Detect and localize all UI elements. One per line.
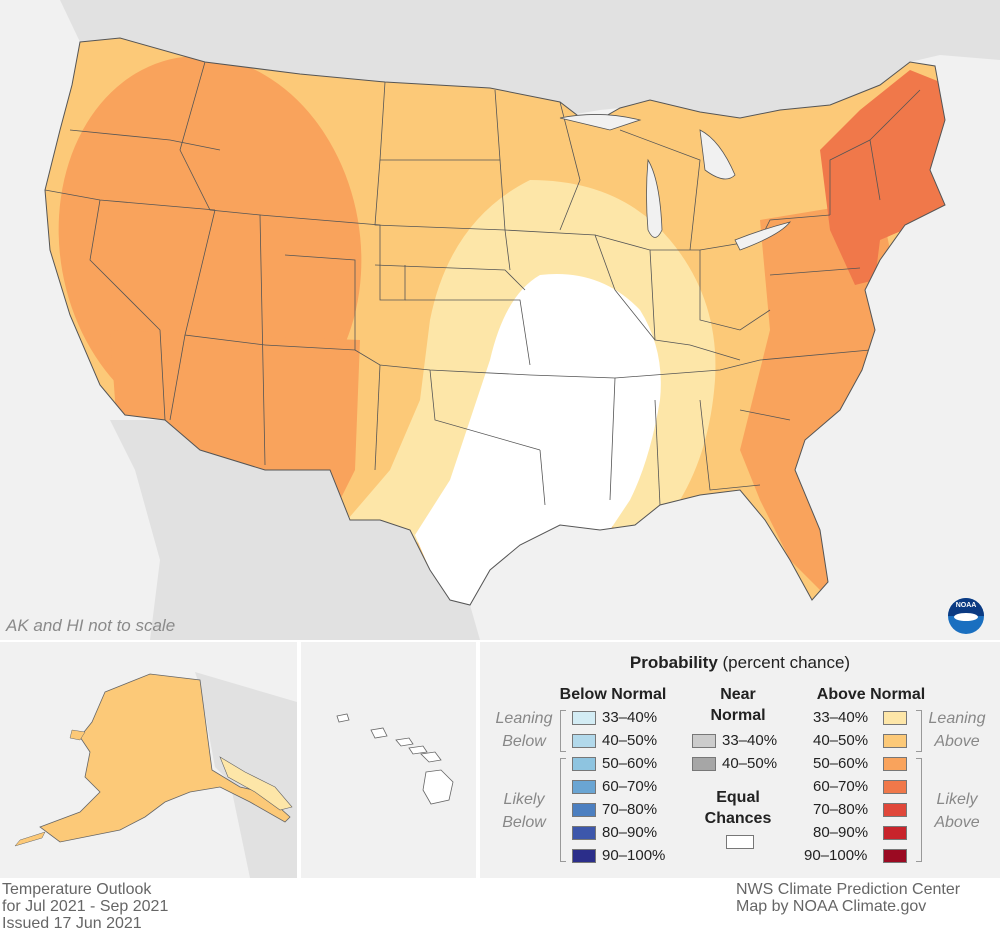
swatch-below-90-100	[572, 849, 596, 863]
label-below-60-70: 60–70%	[602, 778, 658, 795]
label-below-40-50: 40–50%	[602, 732, 658, 749]
label-below-50-60: 50–60%	[602, 755, 658, 772]
label-above-60-70: 60–70%	[813, 778, 869, 795]
region-equal-chances	[415, 274, 661, 605]
label-above-33-40: 33–40%	[813, 709, 869, 726]
credit-cpc: NWS Climate Prediction Center	[736, 881, 961, 898]
label-below-80-90: 80–90%	[602, 824, 658, 841]
label-near-33-40: 33–40%	[722, 732, 778, 749]
swatch-above-33-40	[883, 711, 907, 725]
equal-chances-header: Equal Chances	[704, 789, 772, 827]
leaning-above-label: Leaning Above	[928, 710, 986, 750]
label-above-40-50: 40–50%	[813, 732, 869, 749]
region-northeast-60-70	[820, 70, 945, 285]
swatch-above-40-50	[883, 734, 907, 748]
label-below-33-40: 33–40%	[602, 709, 658, 726]
swatch-near-40-50	[692, 757, 716, 771]
near-normal-header: Near Normal	[710, 686, 766, 724]
swatch-below-33-40	[572, 711, 596, 725]
outlook-title: Temperature Outlook	[2, 881, 152, 898]
swatch-equal-chances	[726, 835, 754, 849]
alaska-map-svg	[0, 642, 297, 878]
legend-title: Probability (percent chance)	[629, 653, 851, 672]
issue-date: Issued 17 Jun 2021	[2, 915, 142, 932]
swatch-near-33-40	[692, 734, 716, 748]
neighbor-land	[60, 0, 1000, 640]
leaning-above-bracket	[916, 710, 922, 752]
swatch-above-70-80	[883, 803, 907, 817]
noaa-logo: NOAA	[948, 598, 984, 634]
label-above-50-60: 50–60%	[813, 755, 869, 772]
hawaii-map-svg	[301, 642, 476, 878]
likely-above-bracket	[916, 758, 922, 862]
swatch-above-50-60	[883, 757, 907, 771]
label-near-40-50: 40–50%	[722, 755, 778, 772]
alaska-inset	[0, 642, 297, 878]
swatch-below-60-70	[572, 780, 596, 794]
great-lakes	[559, 114, 792, 251]
hawaii-islands	[336, 713, 454, 805]
likely-above-label: Likely Above	[934, 791, 980, 831]
label-below-90-100: 90–100%	[602, 847, 666, 864]
conus-map-svg	[44, 0, 1000, 640]
region-east-50-60	[740, 200, 900, 600]
footer-right: NWS Climate Prediction Center Map by NOA…	[736, 881, 960, 915]
scale-note: AK and HI not to scale	[6, 616, 176, 635]
swatch-above-60-70	[883, 780, 907, 794]
label-below-70-80: 70–80%	[602, 801, 658, 818]
label-above-80-90: 80–90%	[813, 824, 869, 841]
likely-below-bracket	[560, 758, 566, 862]
credit-climate-gov: Map by NOAA Climate.gov	[736, 898, 927, 915]
swatch-below-80-90	[572, 826, 596, 840]
leaning-below-bracket	[560, 710, 566, 752]
noaa-logo-text: NOAA	[955, 602, 977, 609]
swatch-below-50-60	[572, 757, 596, 771]
probability-regions	[58, 56, 945, 605]
probability-legend: Probability (percent chance) Below Norma…	[480, 642, 1000, 878]
label-above-90-100: 90–100%	[804, 847, 868, 864]
main-map: AK and HI not to scale NOAA	[0, 0, 1000, 640]
likely-below-label: Likely Below	[502, 791, 546, 831]
alaska-shape	[39, 673, 291, 843]
footer-left: Temperature Outlook for Jul 2021 - Sep 2…	[2, 881, 168, 932]
swatch-above-80-90	[883, 826, 907, 840]
swatch-below-70-80	[572, 803, 596, 817]
above-normal-header: Above Normal	[816, 686, 926, 703]
swatch-below-40-50	[572, 734, 596, 748]
outlook-period: for Jul 2021 - Sep 2021	[2, 898, 169, 915]
leaning-below-label: Leaning Below	[495, 710, 553, 750]
swatch-above-90-100	[883, 849, 907, 863]
below-normal-header: Below Normal	[559, 686, 667, 703]
hawaii-inset	[301, 642, 476, 878]
label-above-70-80: 70–80%	[813, 801, 869, 818]
